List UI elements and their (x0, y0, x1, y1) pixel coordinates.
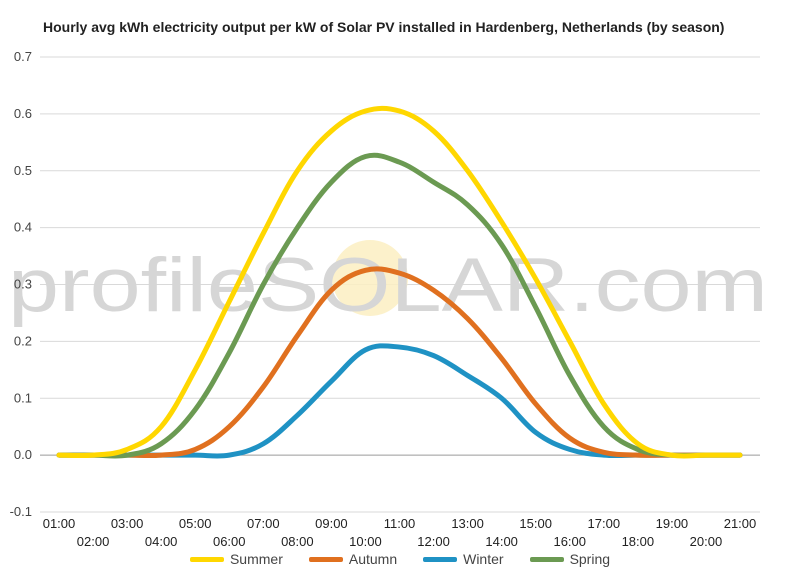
x-tick-label: 21:00 (724, 516, 757, 531)
series-line-spring (56, 152, 743, 459)
x-tick-label: 17:00 (588, 516, 621, 531)
legend-swatch (308, 556, 343, 562)
watermark: profileSOLAR.com (8, 240, 768, 328)
y-tick-label: -0.1 (10, 504, 32, 519)
x-axis-ticks: 01:0002:0003:0004:0005:0006:0007:0008:00… (43, 516, 757, 548)
x-tick-label: 10:00 (349, 534, 382, 548)
y-tick-label: 0.3 (14, 277, 32, 292)
series-line-autumn (56, 266, 743, 459)
legend-label: Winter (463, 551, 504, 567)
x-tick-label: 06:00 (213, 534, 246, 548)
x-tick-label: 15:00 (519, 516, 552, 531)
legend-item-spring[interactable]: Spring (529, 551, 611, 567)
legend-label: Spring (569, 551, 611, 567)
y-tick-label: 0.6 (14, 106, 32, 121)
series-lines (56, 105, 743, 459)
legend-label: Summer (229, 551, 283, 567)
line-chart: profileSOLAR.com -0.1 0.0 0.1 0.2 0.3 0.4 0.5 0… (8, 49, 768, 548)
legend-item-summer[interactable]: Summer (189, 551, 283, 567)
x-tick-label: 01:00 (43, 516, 76, 531)
y-tick-label: 0.0 (14, 447, 32, 462)
x-tick-label: 08:00 (281, 534, 314, 548)
x-tick-label: 09:00 (315, 516, 348, 531)
y-tick-label: 0.4 (14, 220, 32, 235)
x-tick-label: 13:00 (451, 516, 484, 531)
x-tick-label: 14:00 (485, 534, 518, 548)
series-line-summer (56, 105, 743, 459)
x-tick-label: 11:00 (384, 516, 416, 531)
watermark-sun-icon (332, 240, 408, 316)
x-tick-label: 02:00 (77, 534, 110, 548)
legend-label: Autumn (348, 551, 398, 567)
y-tick-label: 0.1 (14, 390, 32, 405)
x-tick-label: 18:00 (622, 534, 655, 548)
y-tick-label: 0.2 (14, 333, 32, 348)
series-line-winter (56, 343, 743, 459)
x-tick-label: 05:00 (179, 516, 212, 531)
x-tick-label: 19:00 (656, 516, 689, 531)
x-tick-label: 20:00 (690, 534, 723, 548)
x-tick-label: 07:00 (247, 516, 280, 531)
y-axis-ticks: -0.1 0.0 0.1 0.2 0.3 0.4 0.5 0.6 0.7 (10, 49, 32, 519)
watermark-text: profileSOLAR.com (8, 243, 768, 328)
legend-swatch (423, 556, 458, 562)
x-tick-label: 12:00 (417, 534, 450, 548)
x-tick-label: 03:00 (111, 516, 144, 531)
x-tick-label: 04:00 (145, 534, 178, 548)
y-tick-label: 0.5 (14, 163, 32, 178)
chart-title: Hourly avg kWh electricity output per kW… (43, 19, 725, 35)
y-tick-label: 0.7 (14, 49, 32, 64)
legend: Summer Autumn Winter Spring (0, 549, 800, 569)
legend-item-autumn[interactable]: Autumn (308, 551, 398, 567)
legend-item-winter[interactable]: Winter (423, 551, 504, 567)
legend-swatch (529, 556, 564, 562)
x-tick-label: 16:00 (553, 534, 586, 548)
legend-swatch (189, 556, 224, 562)
